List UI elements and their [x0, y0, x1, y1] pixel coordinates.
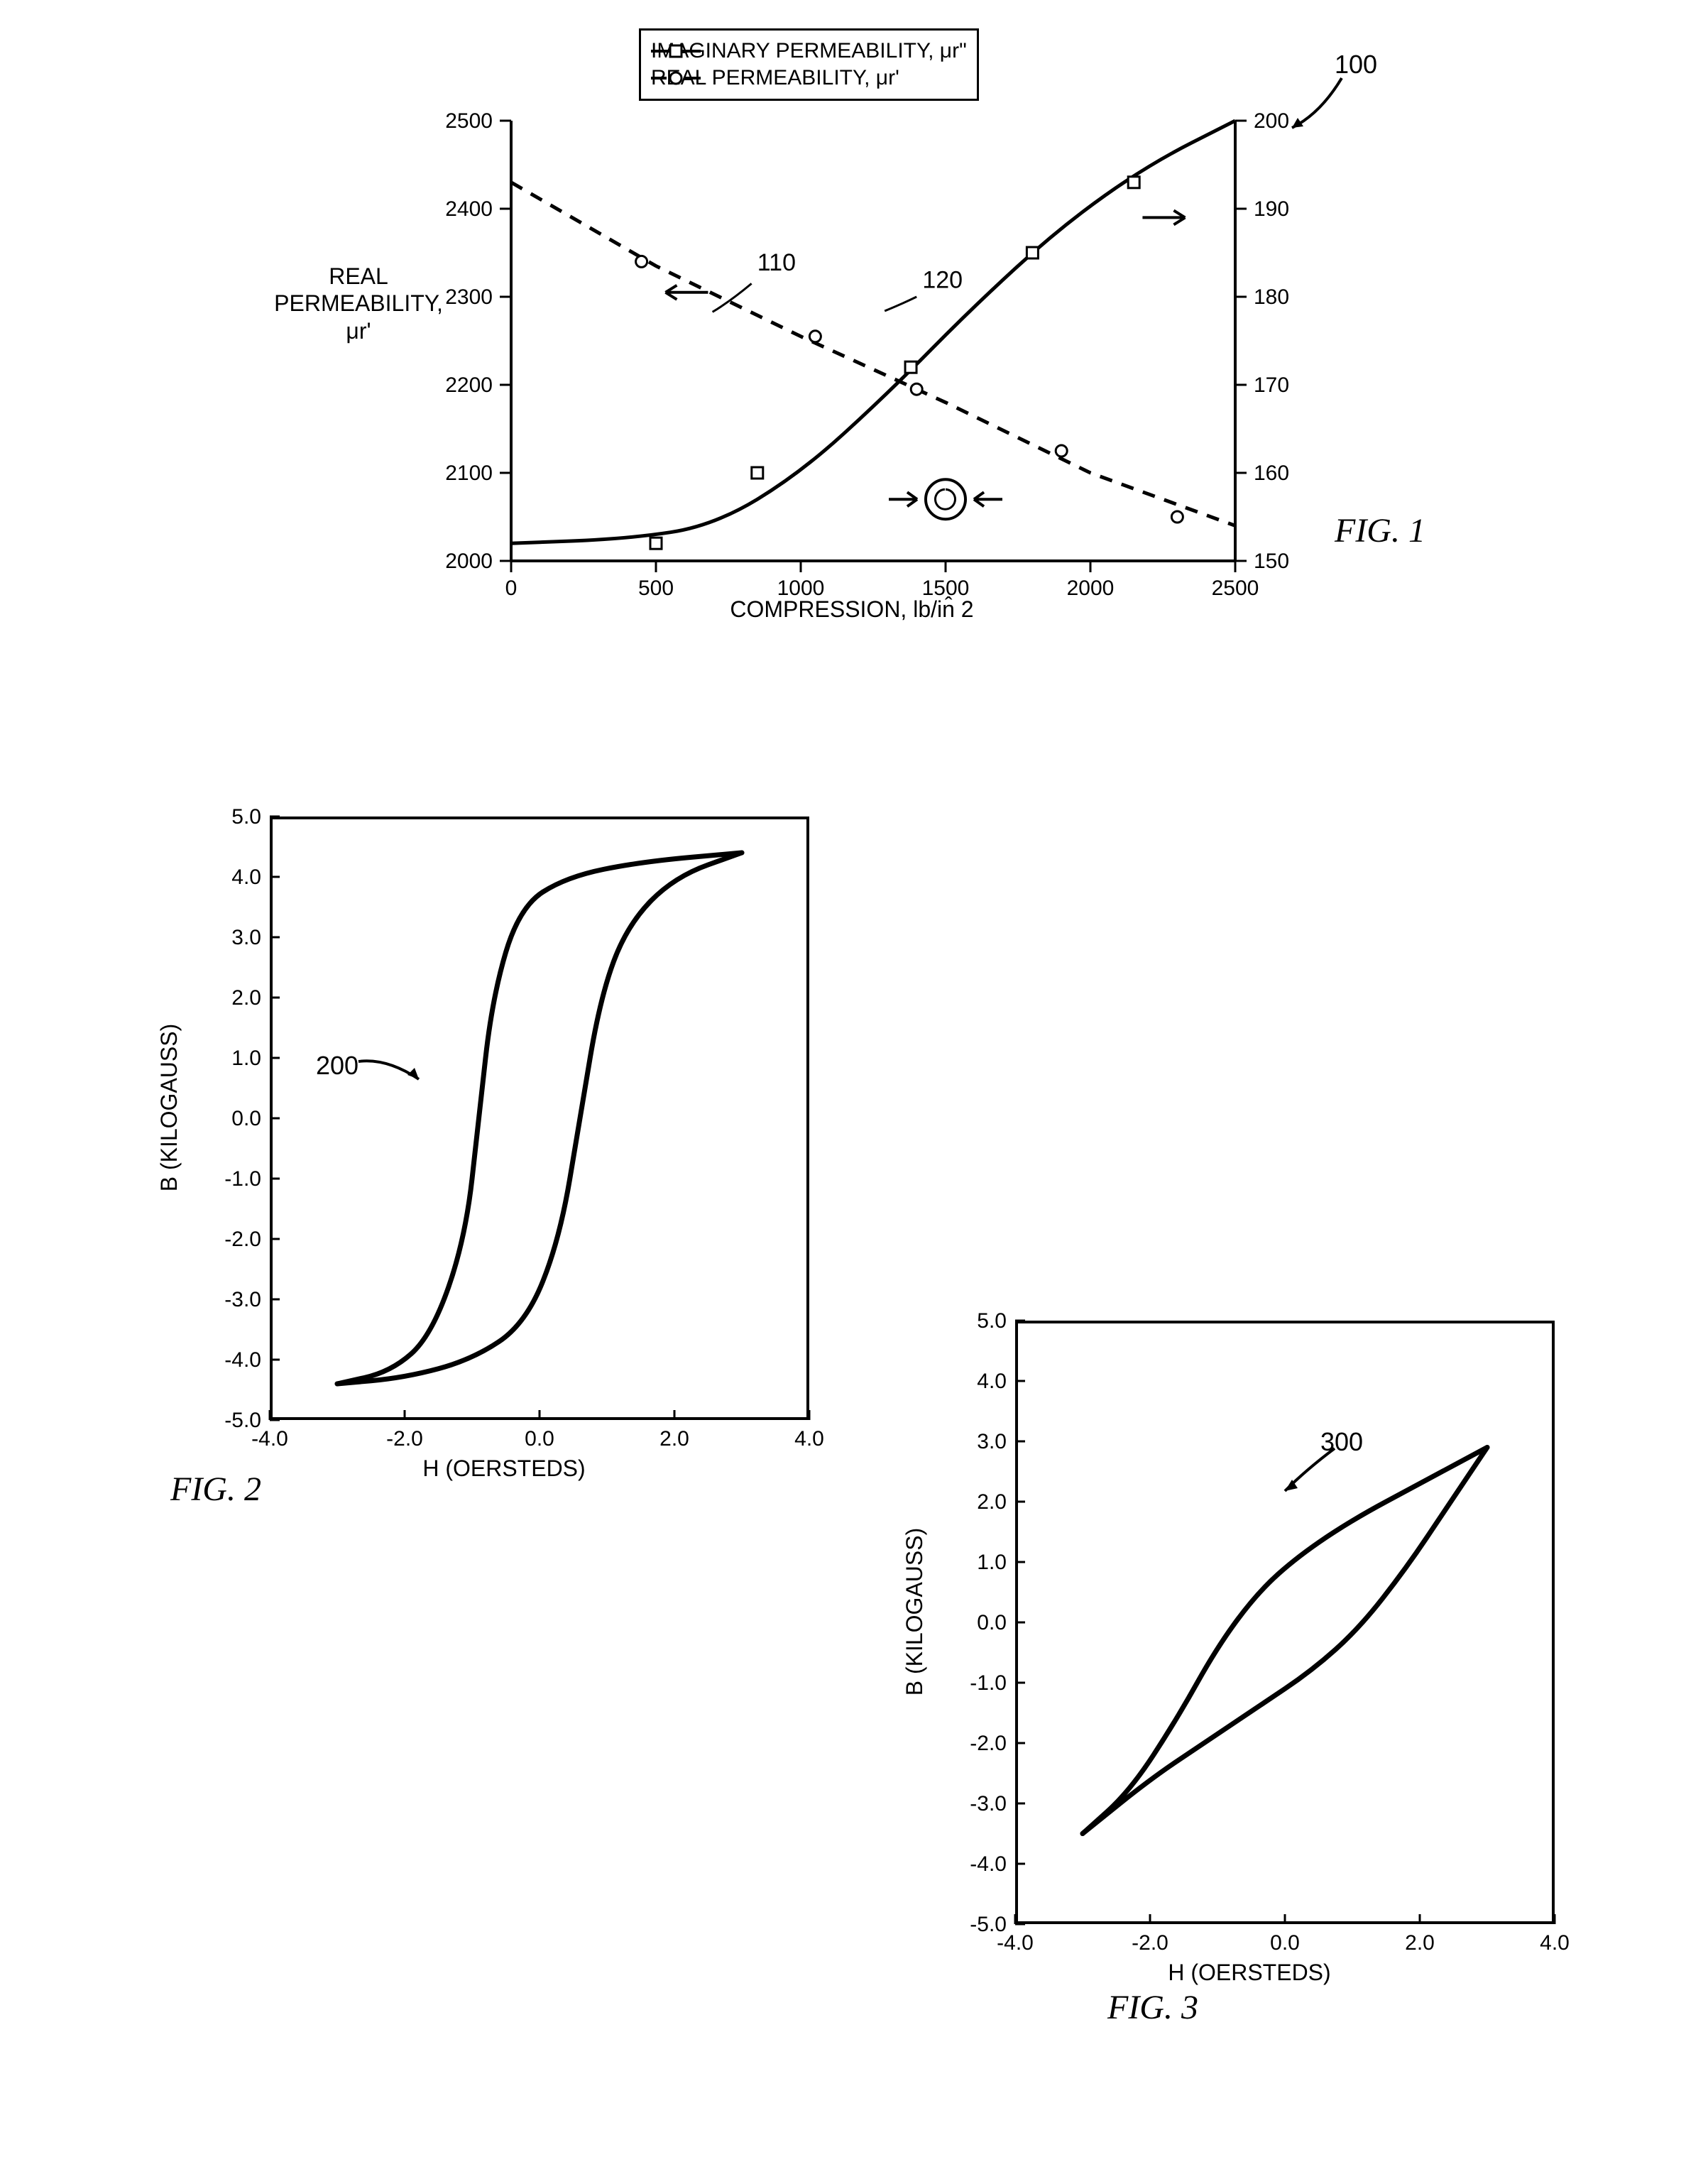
fig1-callout-100-text: 100 — [1335, 50, 1377, 79]
svg-text:-3.0: -3.0 — [224, 1288, 261, 1311]
svg-text:4.0: 4.0 — [1540, 1931, 1570, 1955]
svg-text:-4.0: -4.0 — [997, 1931, 1034, 1955]
svg-text:0.0: 0.0 — [525, 1427, 554, 1451]
fig1-plot-area: 2000210022002300240025001501601701801902… — [511, 121, 1235, 561]
fig2-y-label: B (KILOGAUSS) — [156, 1001, 182, 1214]
svg-text:0: 0 — [505, 577, 518, 600]
svg-text:0.0: 0.0 — [231, 1107, 261, 1130]
fig1-y-left-label: REAL PERMEABILITY, μr' — [270, 263, 447, 344]
svg-text:-4.0: -4.0 — [251, 1427, 288, 1451]
svg-text:2000: 2000 — [1067, 577, 1115, 600]
svg-text:200: 200 — [1254, 109, 1289, 133]
svg-text:-4.0: -4.0 — [224, 1348, 261, 1372]
fig1-callout-100-arrow — [1285, 78, 1349, 135]
svg-text:2100: 2100 — [445, 462, 493, 485]
svg-text:4.0: 4.0 — [794, 1427, 824, 1451]
svg-text:2.0: 2.0 — [659, 1427, 689, 1451]
fig2-callout-200-text: 200 — [316, 1051, 358, 1080]
svg-text:-4.0: -4.0 — [970, 1852, 1007, 1876]
svg-text:190: 190 — [1254, 197, 1289, 221]
svg-text:-2.0: -2.0 — [224, 1228, 261, 1251]
fig2-callout-200-arrow — [358, 1051, 429, 1093]
svg-text:1.0: 1.0 — [231, 1047, 261, 1070]
fig3-callout-300-arrow — [1278, 1448, 1349, 1505]
svg-text:2200: 2200 — [445, 373, 493, 397]
fig2-plot-area: -5.0-4.0-3.0-2.0-1.00.01.02.03.04.05.0-4… — [270, 817, 809, 1420]
svg-text:150: 150 — [1254, 550, 1289, 573]
svg-text:5.0: 5.0 — [977, 1309, 1007, 1333]
fig1-x-label: COMPRESSION, lb/in̂ 2 — [639, 596, 1065, 623]
fig3-x-label: H (OERSTEDS) — [1143, 1960, 1356, 1986]
fig3-plot-area: -5.0-4.0-3.0-2.0-1.00.01.02.03.04.05.0-4… — [1015, 1321, 1555, 1924]
svg-text:2500: 2500 — [445, 109, 493, 133]
fig1-yl2: PERMEABILITY, — [270, 290, 447, 317]
legend-real-swatch — [651, 70, 701, 87]
fig3-container: -5.0-4.0-3.0-2.0-1.00.01.02.03.04.05.0-4… — [838, 1306, 1619, 2016]
svg-text:160: 160 — [1254, 462, 1289, 485]
svg-text:3.0: 3.0 — [977, 1430, 1007, 1453]
svg-text:2.0: 2.0 — [231, 986, 261, 1010]
fig1-label: FIG. 1 — [1335, 511, 1425, 550]
svg-text:-3.0: -3.0 — [970, 1792, 1007, 1815]
svg-text:-1.0: -1.0 — [970, 1671, 1007, 1695]
svg-text:4.0: 4.0 — [977, 1370, 1007, 1393]
svg-text:0.0: 0.0 — [977, 1611, 1007, 1634]
fig3-label: FIG. 3 — [1107, 1988, 1198, 2027]
svg-text:-1.0: -1.0 — [224, 1167, 261, 1191]
svg-text:-2.0: -2.0 — [1132, 1931, 1168, 1955]
svg-text:1.0: 1.0 — [977, 1551, 1007, 1574]
svg-text:5.0: 5.0 — [231, 805, 261, 829]
svg-text:2.0: 2.0 — [1405, 1931, 1435, 1955]
svg-text:-2.0: -2.0 — [970, 1732, 1007, 1755]
fig3-y-label: B (KILOGAUSS) — [902, 1505, 928, 1718]
svg-text:2.0: 2.0 — [977, 1490, 1007, 1514]
svg-text:170: 170 — [1254, 373, 1289, 397]
svg-text:110: 110 — [757, 249, 796, 276]
svg-text:0.0: 0.0 — [1270, 1931, 1300, 1955]
svg-text:-2.0: -2.0 — [386, 1427, 423, 1451]
svg-text:4.0: 4.0 — [231, 865, 261, 889]
fig2-x-label: H (OERSTEDS) — [398, 1456, 611, 1482]
fig2-callout-200: 200 — [316, 1051, 358, 1081]
fig1-legend: IMAGINARY PERMEABILITY, μr" REAL PERMEAB… — [639, 28, 979, 101]
svg-text:2400: 2400 — [445, 197, 493, 221]
fig3-callout-300: 300 — [1320, 1427, 1363, 1457]
svg-text:180: 180 — [1254, 285, 1289, 309]
fig2-container: -5.0-4.0-3.0-2.0-1.00.01.02.03.04.05.0-4… — [92, 802, 873, 1512]
svg-text:2300: 2300 — [445, 285, 493, 309]
legend-row-imag: IMAGINARY PERMEABILITY, μr" — [651, 39, 967, 63]
fig1-yl1: REAL — [270, 263, 447, 290]
fig2-label: FIG. 2 — [170, 1470, 261, 1509]
legend-row-real: REAL PERMEABILITY, μr' — [651, 66, 967, 90]
fig1-container: IMAGINARY PERMEABILITY, μr" REAL PERMEAB… — [270, 28, 1477, 710]
svg-text:3.0: 3.0 — [231, 926, 261, 949]
svg-text:2500: 2500 — [1212, 577, 1259, 600]
fig1-yl3: μr' — [270, 317, 447, 344]
svg-text:120: 120 — [922, 267, 963, 294]
fig1-callout-100: 100 — [1335, 50, 1377, 80]
legend-imag-swatch — [651, 43, 701, 60]
svg-text:2000: 2000 — [445, 550, 493, 573]
